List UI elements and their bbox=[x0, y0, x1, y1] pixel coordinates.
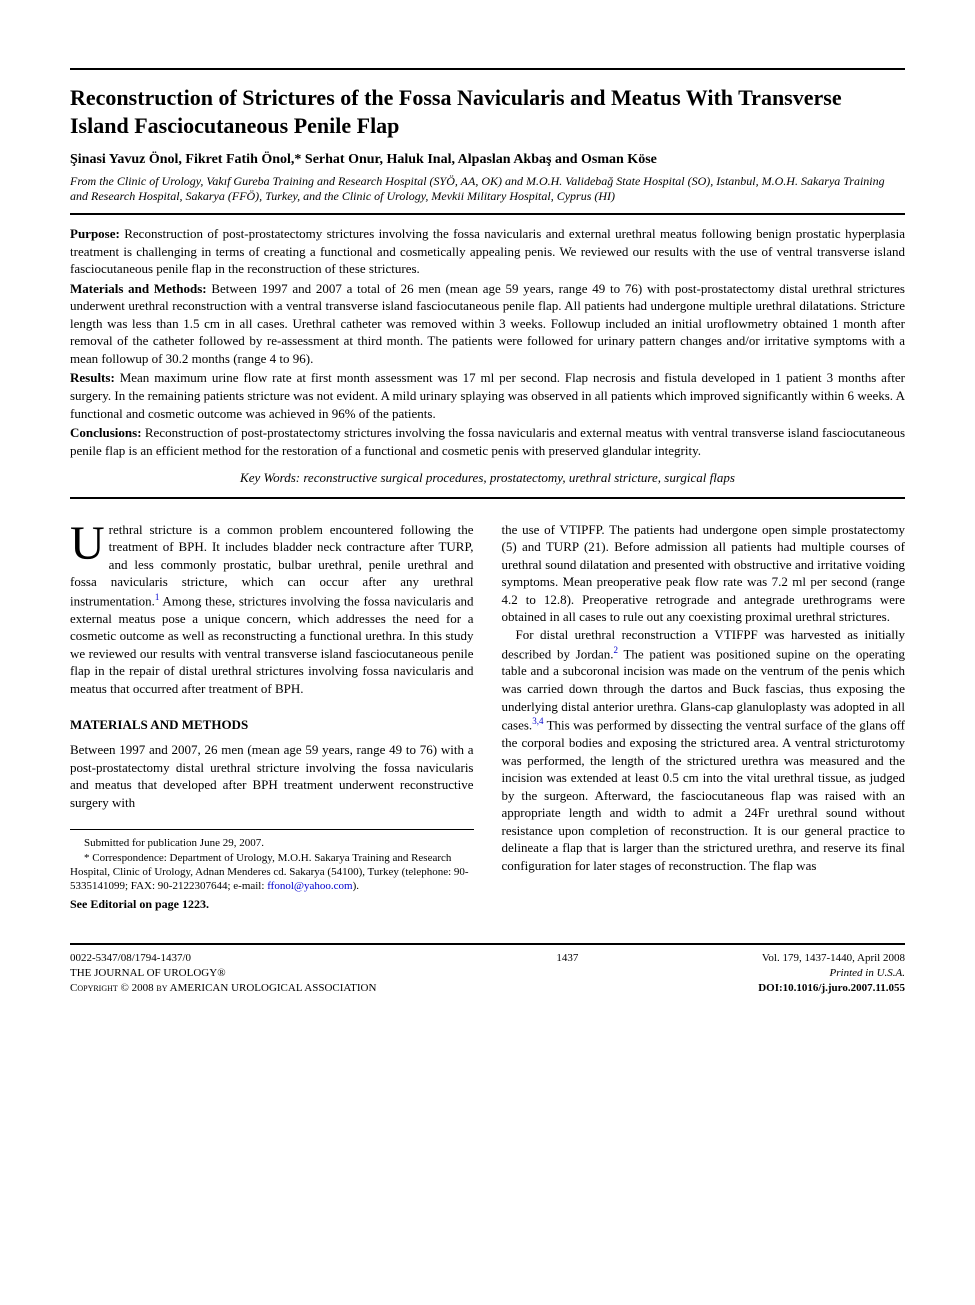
abstract-block: Purpose: Reconstruction of post-prostate… bbox=[70, 225, 905, 459]
body-columns: Urethral stricture is a common problem e… bbox=[70, 521, 905, 913]
footnote-correspondence: * Correspondence: Department of Urology,… bbox=[70, 851, 474, 894]
footer-doi: DOI:10.1016/j.juro.2007.11.055 bbox=[758, 981, 905, 996]
footer-doi-label: DOI: bbox=[758, 982, 782, 994]
dropcap-letter: U bbox=[70, 521, 109, 565]
abstract-methods: Materials and Methods: Between 1997 and … bbox=[70, 280, 905, 368]
section-heading-materials: MATERIALS AND METHODS bbox=[70, 716, 474, 734]
conclusions-text: Reconstruction of post-prostatectomy str… bbox=[70, 425, 905, 458]
article-title: Reconstruction of Strictures of the Foss… bbox=[70, 84, 905, 139]
left-column: Urethral stricture is a common problem e… bbox=[70, 521, 474, 913]
col2-paragraph-2: For distal urethral reconstruction a VTI… bbox=[502, 626, 906, 874]
right-column: the use of VTIPFP. The patients had unde… bbox=[502, 521, 906, 913]
footnote-submitted: Submitted for publication June 29, 2007. bbox=[70, 836, 474, 850]
authors-line: Şinasi Yavuz Önol, Fikret Fatih Önol,* S… bbox=[70, 151, 905, 170]
abstract-results: Results: Mean maximum urine flow rate at… bbox=[70, 369, 905, 422]
footer-journal: THE JOURNAL OF UROLOGY® bbox=[70, 966, 376, 981]
footer-copyright: Copyright © 2008 by AMERICAN UROLOGICAL … bbox=[70, 981, 376, 996]
footer-right: Vol. 179, 1437-1440, April 2008 Printed … bbox=[758, 951, 905, 996]
footer-left: 0022-5347/08/1794-1437/0 THE JOURNAL OF … bbox=[70, 951, 376, 996]
intro-paragraph: Urethral stricture is a common problem e… bbox=[70, 521, 474, 698]
abstract-purpose: Purpose: Reconstruction of post-prostate… bbox=[70, 225, 905, 278]
intro-text-b: Among these, strictures involving the fo… bbox=[70, 593, 474, 696]
methods-label: Materials and Methods: bbox=[70, 281, 207, 296]
results-text: Mean maximum urine flow rate at first mo… bbox=[70, 370, 905, 420]
abstract-conclusions: Conclusions: Reconstruction of post-pros… bbox=[70, 424, 905, 459]
footer-journal-name: THE JOURNAL OF UROLOGY bbox=[70, 967, 217, 979]
affiliation: From the Clinic of Urology, Vakıf Gureba… bbox=[70, 174, 905, 205]
conclusions-label: Conclusions: bbox=[70, 425, 142, 440]
see-editorial-note: See Editorial on page 1223. bbox=[70, 897, 474, 913]
footnotes-block: Submitted for publication June 29, 2007.… bbox=[70, 829, 474, 913]
footer-volume: Vol. 179, 1437-1440, April 2008 bbox=[758, 951, 905, 966]
results-label: Results: bbox=[70, 370, 115, 385]
col2-paragraph-1: the use of VTIPFP. The patients had unde… bbox=[502, 521, 906, 626]
top-rule bbox=[70, 68, 905, 70]
purpose-label: Purpose: bbox=[70, 226, 120, 241]
methods-paragraph: Between 1997 and 2007, 26 men (mean age … bbox=[70, 741, 474, 811]
purpose-text: Reconstruction of post-prostatectomy str… bbox=[70, 226, 905, 276]
keywords-line: Key Words: reconstructive surgical proce… bbox=[70, 469, 905, 487]
footer-doi-value[interactable]: 10.1016/j.juro.2007.11.055 bbox=[783, 982, 905, 994]
col2-p2-c: This was performed by dissecting the ven… bbox=[502, 717, 906, 872]
correspondence-end: ). bbox=[353, 880, 359, 892]
rule-after-keywords bbox=[70, 497, 905, 499]
citation-ref-3-4[interactable]: 3,4 bbox=[532, 716, 543, 726]
correspondence-email[interactable]: ffonol@yahoo.com bbox=[267, 880, 352, 892]
footer-page-number: 1437 bbox=[556, 951, 578, 996]
footer-issn: 0022-5347/08/1794-1437/0 bbox=[70, 951, 376, 966]
footer-printed: Printed in U.S.A. bbox=[758, 966, 905, 981]
page-footer: 0022-5347/08/1794-1437/0 THE JOURNAL OF … bbox=[70, 943, 905, 996]
rule-after-affil bbox=[70, 213, 905, 215]
registered-icon: ® bbox=[217, 967, 225, 979]
